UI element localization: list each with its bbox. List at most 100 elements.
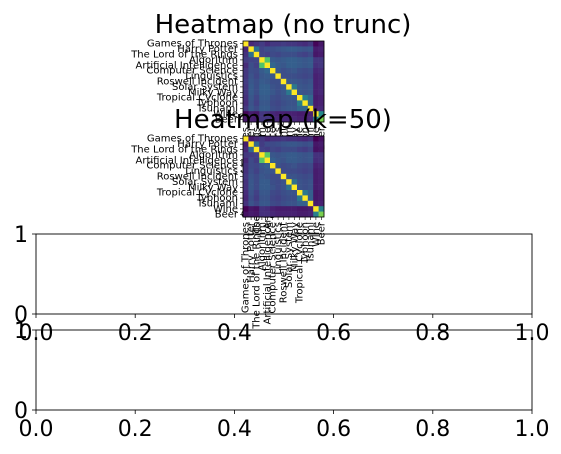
- heatmap-cell: [307, 111, 314, 117]
- axes-frame: [35, 329, 533, 411]
- heatmap-cell: [270, 84, 276, 90]
- heatmap-cell: [270, 105, 276, 112]
- heatmap-cell: [297, 157, 303, 164]
- heatmap-cell: [291, 73, 298, 80]
- y-tick-label: 0: [14, 303, 28, 328]
- heatmap-cell: [275, 146, 282, 153]
- heatmap-cell: [259, 78, 265, 85]
- heatmap-cell: [248, 100, 255, 107]
- heatmap-cell: [253, 111, 260, 117]
- heatmap-cell: [286, 95, 292, 101]
- heatmap-cell: [270, 62, 276, 69]
- heatmap-cell: [302, 173, 309, 180]
- heatmap-cell: [313, 62, 319, 69]
- heatmap-cell: [307, 184, 314, 191]
- heatmap-cell: [253, 95, 260, 101]
- heatmap-cell: [318, 68, 325, 74]
- heatmap-cell: [313, 41, 319, 47]
- heatmap-cell: [297, 184, 303, 191]
- heatmap-cell: [259, 89, 265, 96]
- heatmap-cell: [243, 152, 249, 158]
- heatmap-cell: [253, 116, 260, 123]
- heatmap-cell: [291, 163, 298, 169]
- heatmap-cell: [259, 195, 265, 202]
- heatmap-cell: [270, 100, 276, 107]
- heatmap-row-label: Solar System: [172, 82, 238, 93]
- heatmap-cell: [270, 163, 276, 169]
- heatmap-cell: [302, 184, 309, 191]
- heatmap-cell: [318, 51, 325, 58]
- heatmap-cell: [297, 206, 303, 212]
- heatmap-cell: [286, 89, 292, 96]
- heatmap-cell: [307, 136, 314, 142]
- heatmap-col-label: Harry Potter: [246, 221, 257, 283]
- heatmap-row-label: Wine: [213, 109, 238, 120]
- heatmap-cell: [243, 73, 249, 80]
- heatmap-cell: [318, 41, 325, 47]
- heatmap-cell: [270, 211, 276, 218]
- heatmap-cell: [253, 68, 260, 74]
- heatmap-cell: [253, 211, 260, 218]
- heatmap-cell: [313, 211, 319, 218]
- heatmap-cell: [297, 116, 303, 123]
- x-tick-label: 0.4: [217, 321, 252, 346]
- heatmap-cell: [275, 163, 282, 169]
- heatmap-cell: [253, 206, 260, 212]
- heatmap-cell: [270, 57, 276, 63]
- heatmap-cell: [313, 57, 319, 63]
- heatmap-cell: [259, 111, 265, 117]
- heatmap-col-label: Algorithm: [257, 222, 268, 271]
- axes-frame: [35, 233, 533, 315]
- heatmap-row-label: Milky Way: [188, 182, 238, 193]
- heatmap-cell: [307, 141, 314, 148]
- heatmap-cell: [318, 173, 325, 180]
- heatmap-cell: [243, 141, 249, 148]
- heatmap-cell: [270, 179, 276, 185]
- heatmap-cell: [259, 168, 265, 175]
- heatmap-cell: [313, 46, 319, 53]
- heatmap-cell: [253, 200, 260, 207]
- heatmap-cell: [297, 46, 303, 53]
- heatmap-cell: [307, 163, 314, 169]
- heatmap-cell: [248, 73, 255, 80]
- heatmap-cell: [253, 168, 260, 175]
- heatmap-cell: [307, 100, 314, 107]
- heatmap-cell: [318, 179, 325, 185]
- heatmap-cell: [302, 73, 309, 80]
- heatmap-cell: [264, 89, 271, 96]
- heatmap-cell: [264, 146, 271, 153]
- heatmap-cell: [270, 168, 276, 175]
- heatmap-cell: [259, 136, 265, 142]
- heatmap-cell: [264, 190, 271, 196]
- heatmap-cell: [264, 51, 271, 58]
- heatmap-cell: [259, 73, 265, 80]
- heatmap-cell: [297, 163, 303, 169]
- heatmap-cell: [264, 73, 271, 80]
- heatmap-cell: [253, 152, 260, 158]
- heatmap-cell: [318, 211, 325, 218]
- heatmap-cell: [302, 68, 309, 74]
- heatmap-cell: [270, 136, 276, 142]
- heatmap-cell: [264, 100, 271, 107]
- heatmap-cell: [313, 95, 319, 101]
- heatmap-cell: [307, 78, 314, 85]
- empty-axes-1: 0.0 0.2 0.4 0.6 0.8 1.001: [14, 223, 550, 346]
- heatmap-cell: [259, 68, 265, 74]
- heatmap-cell: [307, 195, 314, 202]
- heatmap-cell: [248, 157, 255, 164]
- heatmap-cell: [286, 100, 292, 107]
- heatmap-cell: [297, 195, 303, 202]
- heatmap-cell: [248, 136, 255, 142]
- heatmap-cell: [280, 116, 287, 123]
- heatmap-cell: [286, 157, 292, 164]
- heatmap-cell: [243, 41, 249, 47]
- heatmap-cell: [259, 95, 265, 101]
- heatmap-cell: [243, 116, 249, 123]
- heatmap-cell: [313, 51, 319, 58]
- heatmap-row-label: Tsunami: [196, 199, 238, 210]
- heatmap-cell: [253, 46, 260, 53]
- heatmap-cell: [264, 78, 271, 85]
- heatmap-cell: [264, 211, 271, 218]
- heatmap-cell: [313, 116, 319, 123]
